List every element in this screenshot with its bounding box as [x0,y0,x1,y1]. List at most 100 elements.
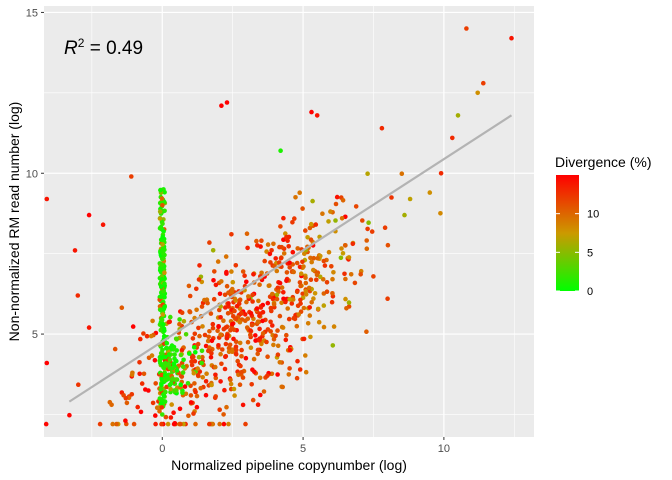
scatter-point [159,421,164,427]
scatter-point [271,301,277,307]
scatter-point [244,279,249,285]
scatter-point [257,337,262,343]
y-tick-label: 15 [26,7,38,19]
scatter-point [328,209,333,214]
scatter-point [352,280,358,286]
scatter-point [192,381,197,386]
scatter-point [281,237,286,242]
legend-colorbar [556,175,579,291]
scatter-point [254,306,260,311]
scatter-point [262,258,268,264]
r-symbol: R [64,38,78,59]
scatter-point [183,391,189,397]
scatter-point [44,196,50,202]
scatter-point [139,381,145,386]
scatter-point [158,294,164,300]
scatter-point [330,343,336,348]
scatter-point [196,354,202,360]
scatter-point [385,242,391,248]
r-value: = 0.49 [84,38,143,59]
scatter-point [171,421,177,427]
scatter-point [283,337,289,343]
scatter-point [438,171,444,176]
scatter-point [364,238,370,243]
scatter-point [197,263,202,268]
scatter-point [75,293,81,298]
scatter-point [285,306,291,311]
scatter-point [475,90,481,96]
scatter-point [278,255,284,261]
scatter-point [279,285,285,290]
scatter-point [273,333,278,339]
scatter-point [315,255,320,261]
scatter-point [303,228,308,233]
scatter-point [427,190,433,195]
scatter-point [149,353,155,358]
scatter-point [226,349,232,355]
scatter-point [243,421,248,427]
scatter-point [124,400,130,406]
scatter-point [200,375,205,380]
scatter-point [191,411,196,416]
scatter-point [223,305,228,310]
scatter-point [148,333,154,339]
scatter-point [200,324,205,329]
scatter-point [223,354,228,360]
scatter-point [270,291,275,297]
scatter-point [199,304,205,309]
scatter-point [158,248,163,254]
scatter-point [339,246,344,251]
scatter-point [162,328,167,333]
data-points [43,26,514,427]
scatter-point [268,319,273,325]
scatter-point [223,254,229,259]
x-tick-label: 5 [300,443,306,455]
scatter-point [350,241,356,247]
scatter-point [264,249,269,254]
scatter-point [365,171,370,176]
scatter-point [344,306,349,311]
scatter-point [286,244,292,249]
scatter-point [179,374,185,379]
scatter-point [219,361,224,367]
scatter-point [76,382,81,388]
scatter-point [215,259,221,264]
scatter-point [267,283,272,288]
scatter-point [234,303,240,309]
scatter-point [166,319,172,325]
scatter-point [161,229,166,234]
scatter-point [157,409,162,414]
x-axis-ticks: 0 5 10 [159,437,450,455]
scatter-point [250,367,255,373]
scatter-point [130,324,136,329]
scatter-point [250,299,255,304]
scatter-point [196,325,201,331]
scatter-point [303,275,308,281]
scatter-point [279,324,285,330]
scatter-point [186,283,192,289]
scatter-point [138,409,144,415]
scatter-point [180,370,186,375]
scatter-point [206,348,211,354]
scatter-point [189,359,194,364]
scatter-point [164,375,170,381]
scatter-point [172,388,177,393]
scatter-point [212,395,218,401]
scatter-point [292,216,297,221]
color-legend: Divergence (%) 0 5 10 [555,154,651,298]
scatter-point [255,402,261,408]
scatter-point [221,326,227,332]
scatter-point [258,244,263,249]
scatter-point [303,369,309,375]
scatter-point [169,402,174,407]
scatter-point [160,203,165,208]
scatter-point [229,232,234,237]
scatter-point [209,382,214,388]
scatter-point [369,229,375,234]
scatter-point [233,352,239,357]
scatter-point [158,187,163,193]
scatter-point [294,289,300,295]
scatter-point [300,291,306,297]
scatter-point [245,245,250,251]
grid-lines [44,6,534,437]
